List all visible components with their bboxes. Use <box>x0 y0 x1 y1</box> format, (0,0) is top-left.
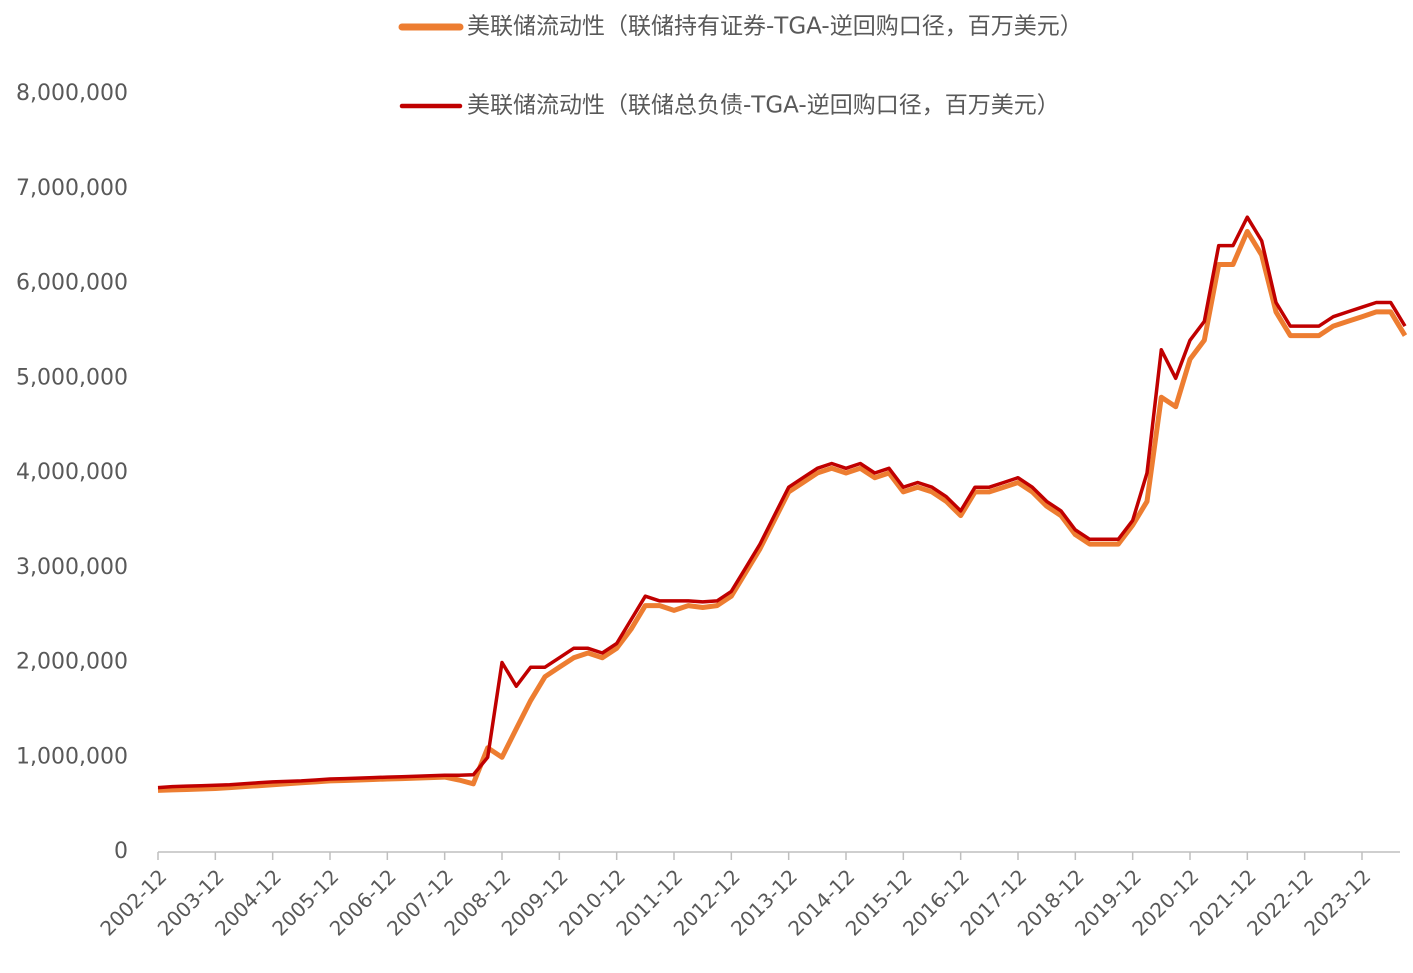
y-tick-label: 6,000,000 <box>16 271 128 296</box>
y-tick-label: 4,000,000 <box>16 460 128 485</box>
legend-text: 美联储流动性（联储总负债-TGA-逆回购口径，百万美元） <box>467 93 1060 119</box>
y-tick-label: 2,000,000 <box>16 650 128 675</box>
y-tick-label: 1,000,000 <box>16 744 128 769</box>
series-line <box>157 228 1408 793</box>
series-line <box>157 215 1407 790</box>
y-tick-label: 7,000,000 <box>16 176 128 201</box>
y-tick-label: 0 <box>114 839 128 864</box>
y-tick-label: 5,000,000 <box>16 365 128 390</box>
y-tick-label: 3,000,000 <box>16 555 128 580</box>
y-tick-label: 8,000,000 <box>16 81 128 106</box>
legend-text: 美联储流动性（联储持有证券-TGA-逆回购口径，百万美元） <box>467 14 1083 40</box>
